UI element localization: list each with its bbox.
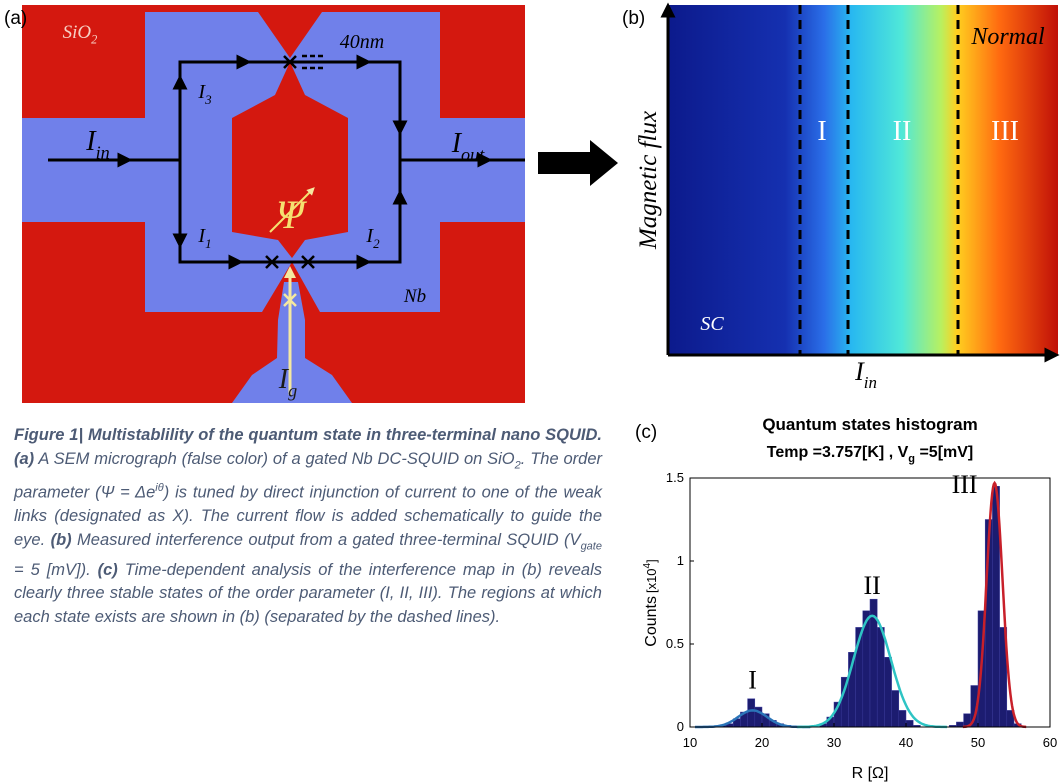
gate-current-label-sub: g: [288, 380, 297, 400]
big-arrow: [538, 140, 618, 186]
caption-sub: gate: [580, 540, 602, 553]
y-axis-label: Counts [x104]: [642, 559, 660, 646]
order-parameter: Ψ: [276, 192, 308, 237]
map-axes: [660, 2, 1060, 363]
x-axis-label-sub: in: [864, 373, 877, 392]
bar: [905, 720, 914, 728]
caption-bold: (b): [50, 530, 72, 549]
gate-current-label-main: I: [278, 364, 290, 395]
substrate-label-sub: 2: [91, 33, 97, 47]
branch-current-label-main: I: [197, 81, 206, 103]
branch-current-label-sub: 1: [205, 236, 212, 251]
junctions: [265, 54, 326, 269]
gate-current-label: Ig: [278, 364, 297, 400]
caption-sup: iθ: [155, 482, 164, 495]
peak-label: III: [952, 470, 978, 499]
branch-current-label: I2: [365, 225, 380, 251]
branch-current-label-sub: 2: [373, 236, 380, 251]
y-tick-label: 0.5: [666, 636, 684, 651]
substrate-label: SiO2: [63, 22, 98, 47]
y-tick-label: 1: [677, 553, 684, 568]
current-out-label-main: I: [451, 128, 463, 159]
caption-sub: 2: [514, 458, 521, 471]
loop-hole: [232, 62, 348, 258]
phase-arrow: [269, 187, 315, 233]
y-label-suffix: ]: [644, 559, 659, 563]
x-tick-label: 10: [683, 735, 697, 750]
normal-label: Normal: [970, 24, 1045, 50]
current-in-label-sub: in: [96, 142, 110, 162]
branch-current-label-sub: 3: [204, 92, 212, 107]
caption-bold: (c): [97, 560, 118, 579]
current-out-label: Iout: [451, 128, 486, 164]
bar: [876, 627, 885, 728]
y-axis-label: Magnetic flux: [635, 111, 662, 250]
substrate-label-main: SiO: [63, 22, 92, 43]
peak-label: II: [863, 571, 880, 600]
peak-label: I: [748, 665, 757, 694]
subtitle-v-sub: g: [908, 453, 915, 465]
chart-title: Quantum states histogram: [762, 415, 977, 434]
branch-current-label: I1: [197, 225, 211, 251]
subtitle-v: V: [898, 444, 909, 461]
x-tick-label: 60: [1043, 735, 1057, 750]
x-axis-label: Iin: [854, 357, 877, 392]
current-out-label-sub: out: [461, 144, 485, 164]
caption-bold: Figure 1| Multistablility of the quantum…: [14, 426, 602, 468]
gate-junction: [283, 293, 297, 307]
gate-lead: [232, 282, 352, 403]
plot-frame: [689, 477, 1051, 728]
panel-label: (a): [4, 8, 27, 29]
branch-current-label-main: I: [365, 225, 374, 247]
y-tick-label: 0: [677, 719, 684, 734]
branch-current-label: I3: [197, 81, 212, 107]
region-label: III: [991, 116, 1019, 147]
subtitle-temp: Temp =3.757[K] ,: [767, 444, 898, 461]
region-dividers: [798, 5, 960, 355]
caption-normal: = 5 [mV]).: [14, 560, 98, 579]
bar: [956, 721, 964, 728]
branch-current-label-main: I: [197, 225, 206, 247]
bar: [898, 710, 907, 728]
x-tick-label: 20: [755, 735, 769, 750]
bar: [891, 690, 900, 728]
fit-curve: [962, 480, 1027, 729]
width-label: 40nm: [340, 31, 384, 53]
caption: Figure 1| Multistablility of the quantum…: [14, 424, 602, 629]
chart-subtitle: Temp =3.757[K] , Vg =5[mV]: [767, 444, 974, 465]
material-label: Nb: [403, 286, 426, 307]
x-tick-label: 50: [971, 735, 985, 750]
x-axis-label: R [Ω]: [852, 765, 889, 782]
caption-normal: ) is tuned by direct injunction of curre…: [14, 483, 602, 549]
region-label: I: [817, 116, 826, 147]
x-tick-label: 30: [827, 735, 841, 750]
y-label-main: Counts: [643, 596, 660, 647]
caption-normal: A SEM micrograph (false color) of a gate…: [34, 449, 515, 468]
caption-normal: . The order parameter (Ψ = Δe: [14, 449, 602, 502]
current-in-label: Iin: [85, 126, 109, 162]
x-tick-label: 40: [899, 735, 913, 750]
panel-label: (c): [635, 422, 657, 443]
x-axis-label-main: I: [854, 357, 865, 386]
y-label-prefix: [x10: [644, 568, 659, 593]
fit-curve: [797, 614, 948, 729]
caption-normal: Measured interference output from a gate…: [71, 530, 581, 549]
y-tick-label: 1.5: [666, 470, 684, 485]
panel-label: (b): [622, 8, 645, 29]
bar: [747, 698, 756, 728]
region-label: SC: [700, 313, 724, 335]
current-in-label-main: I: [85, 126, 97, 157]
region-label: II: [893, 116, 912, 147]
bar: [884, 657, 892, 728]
y-label-exp: 4: [642, 562, 653, 568]
interference-map: [668, 5, 1058, 355]
current-path: [48, 54, 525, 270]
subtitle-v-value: =5[mV]: [915, 444, 973, 461]
caption-normal: Time-dependent analysis of the interfere…: [14, 560, 602, 626]
